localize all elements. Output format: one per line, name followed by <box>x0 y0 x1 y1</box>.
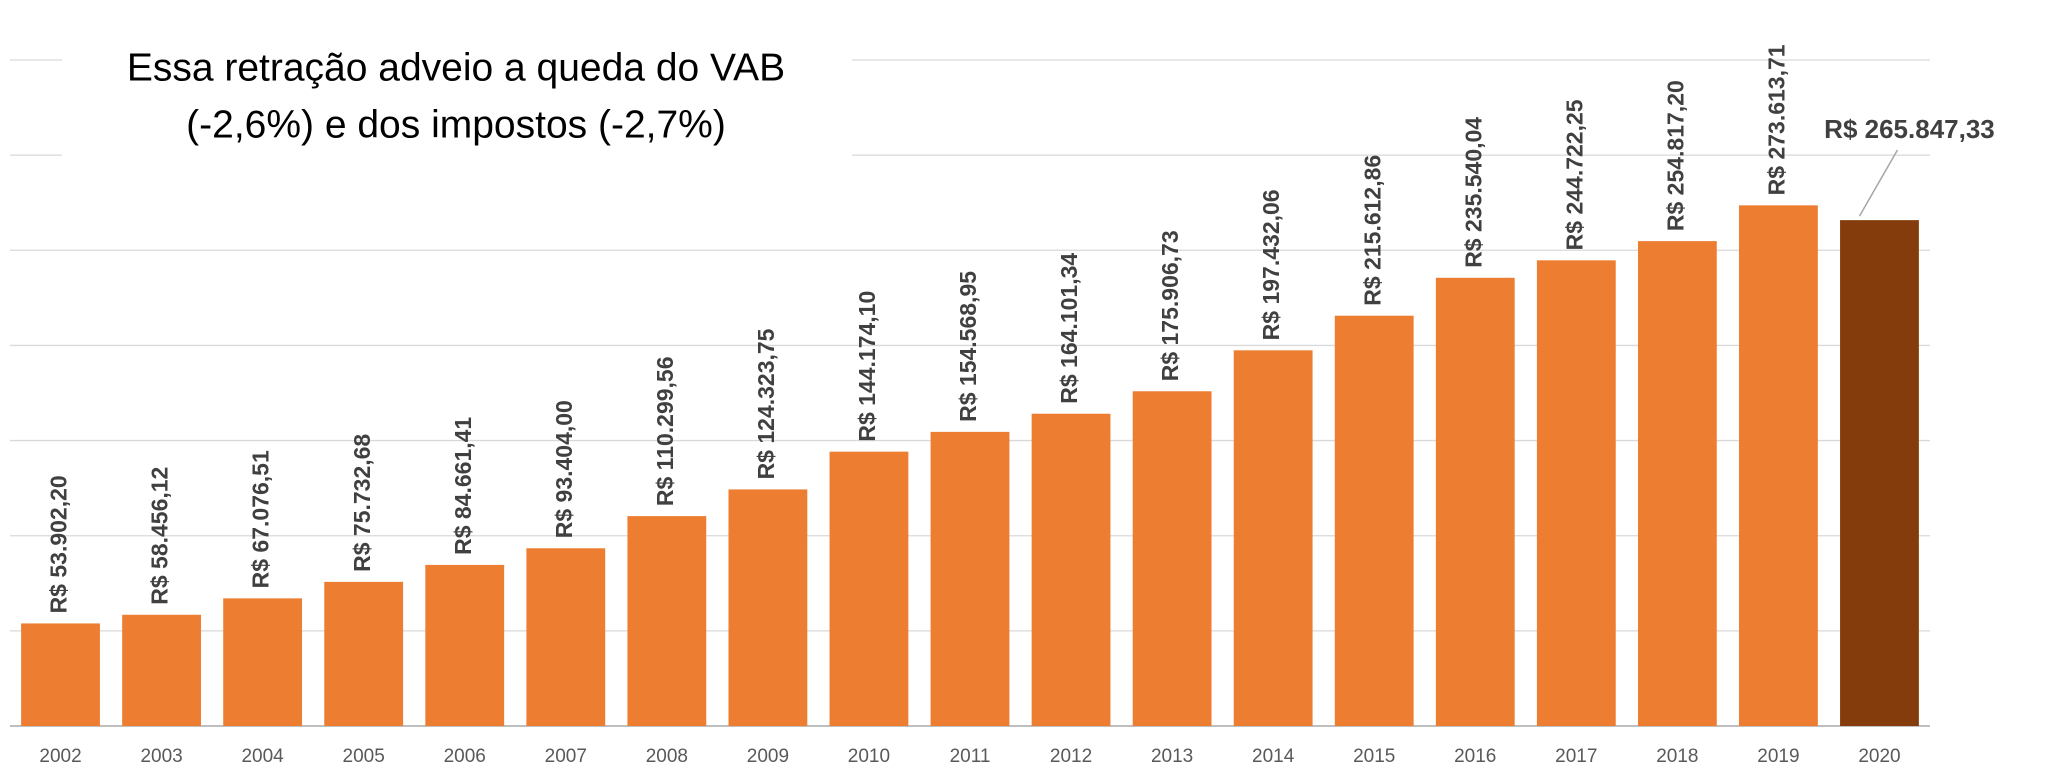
x-tick-label: 2006 <box>444 746 486 767</box>
value-label: R$ 67.076,51 <box>248 450 274 588</box>
x-tick-label: 2014 <box>1252 746 1295 767</box>
bar <box>425 564 505 726</box>
leader-line <box>1858 149 1899 217</box>
value-label: R$ 175.906,73 <box>1157 230 1183 381</box>
bar <box>122 614 201 726</box>
annotation: (-2,6%) e dos impostos (-2,7%) <box>186 103 726 146</box>
value-label: R$ 197.432,06 <box>1258 189 1284 340</box>
x-tick-label: 2007 <box>545 746 587 767</box>
bar <box>1031 413 1111 726</box>
x-tick-label: 2008 <box>646 746 688 767</box>
annotation-box <box>62 30 852 175</box>
bar <box>1435 277 1515 726</box>
bar <box>1637 241 1717 727</box>
bar <box>1536 260 1616 726</box>
x-tick-label: 2020 <box>1858 746 1900 767</box>
x-tick-label: 2003 <box>140 746 182 767</box>
bar <box>930 431 1010 726</box>
x-tick-label: 2017 <box>1555 746 1597 767</box>
value-label: R$ 93.404,00 <box>551 400 577 538</box>
bar <box>324 581 404 726</box>
bar <box>728 489 808 726</box>
bar <box>627 516 707 726</box>
value-label: R$ 164.101,34 <box>1056 253 1082 404</box>
value-label: R$ 235.540,04 <box>1460 117 1486 268</box>
x-tick-label: 2019 <box>1757 746 1799 767</box>
x-tick-label: 2009 <box>747 746 789 767</box>
value-label: R$ 144.174,10 <box>854 291 880 442</box>
x-tick-label: 2013 <box>1151 746 1193 767</box>
annotation: Essa retração adveio a queda do VAB <box>127 46 785 89</box>
x-tick-label: 2004 <box>241 746 284 767</box>
value-label: R$ 75.732,68 <box>349 434 375 572</box>
value-label: R$ 53.902,20 <box>46 475 72 613</box>
bar <box>21 623 100 726</box>
value-label: R$ 265.847,33 <box>1824 114 1995 144</box>
bar <box>1132 391 1212 726</box>
value-label: R$ 244.722,25 <box>1561 99 1587 250</box>
value-label: R$ 254.817,20 <box>1662 80 1688 231</box>
value-label: R$ 58.456,12 <box>147 467 173 605</box>
x-tick-label: 2010 <box>848 746 890 767</box>
bar <box>526 548 606 726</box>
value-label: R$ 215.612,86 <box>1359 155 1385 306</box>
x-tick-label: 2012 <box>1050 746 1092 767</box>
x-tick-label: 2016 <box>1454 746 1496 767</box>
x-tick-label: 2005 <box>343 746 385 767</box>
bar <box>1840 220 1919 727</box>
x-tick-label: 2015 <box>1353 746 1395 767</box>
value-label: R$ 110.299,56 <box>652 356 678 506</box>
x-tick-label: 2002 <box>39 746 81 767</box>
x-tick-label: 2011 <box>950 746 991 767</box>
bar <box>223 598 303 726</box>
bar <box>829 451 909 726</box>
bar <box>1334 315 1414 726</box>
x-tick-label: 2018 <box>1656 746 1698 767</box>
bar <box>1739 205 1818 727</box>
value-label: R$ 154.568,95 <box>955 271 981 422</box>
bar <box>1233 350 1313 726</box>
value-label: R$ 273.613,71 <box>1763 44 1789 195</box>
value-label: R$ 84.661,41 <box>450 417 476 555</box>
value-label: R$ 124.323,75 <box>753 328 779 479</box>
